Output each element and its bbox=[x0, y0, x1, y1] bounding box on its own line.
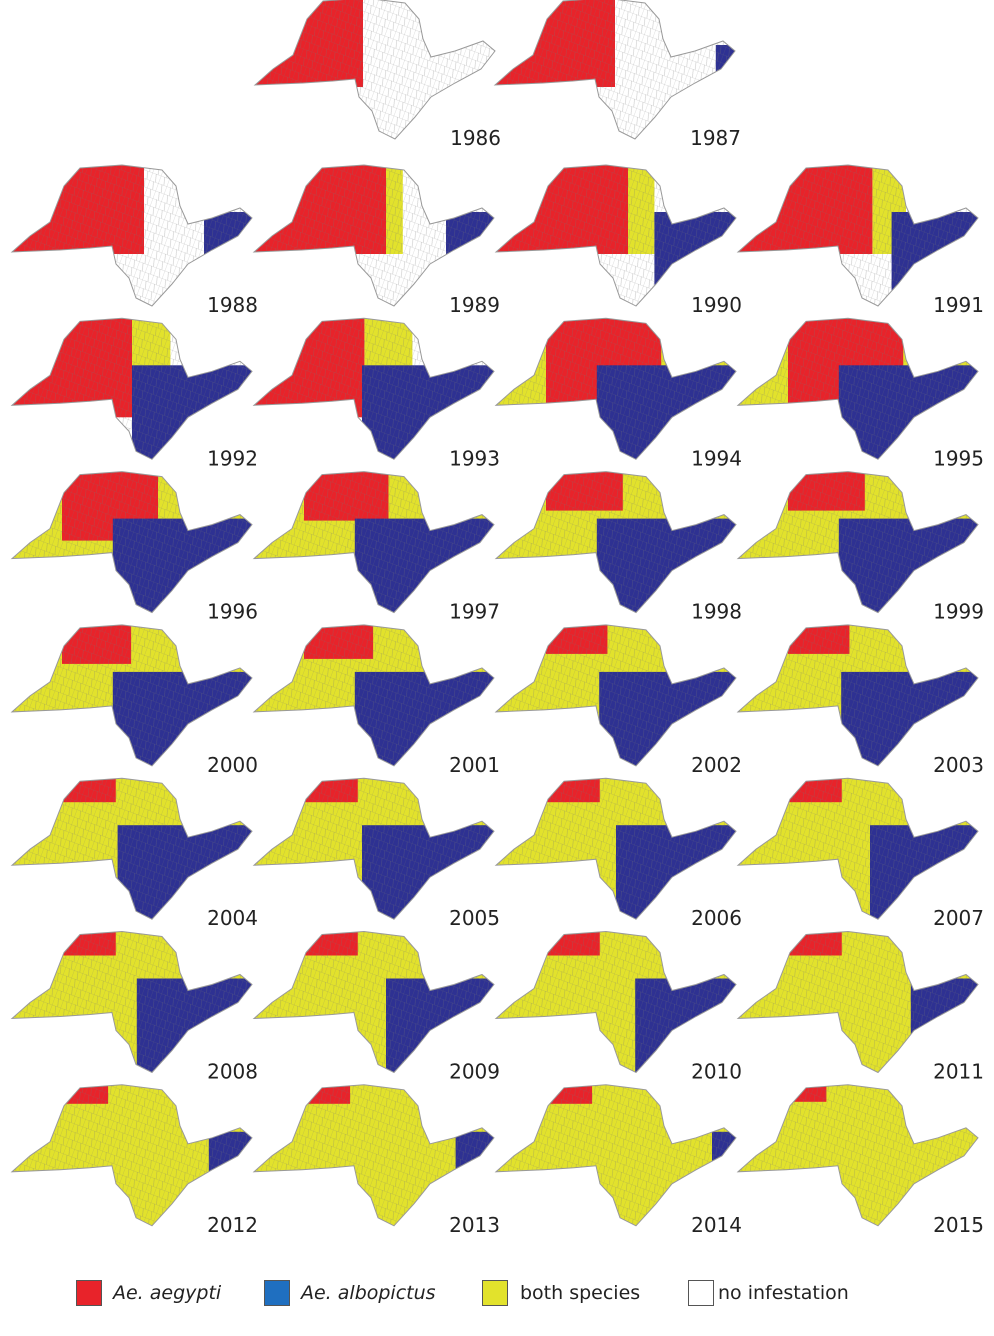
year-label: 2002 bbox=[691, 753, 742, 777]
year-label: 2012 bbox=[207, 1213, 258, 1237]
year-label: 2015 bbox=[933, 1213, 984, 1237]
year-label: 1999 bbox=[933, 600, 984, 624]
legend-swatch bbox=[482, 1280, 508, 1306]
year-label: 2003 bbox=[933, 753, 984, 777]
legend-swatch bbox=[264, 1280, 290, 1306]
legend-swatch bbox=[76, 1280, 102, 1306]
map-fill bbox=[738, 318, 978, 460]
map-fill bbox=[738, 624, 978, 766]
legend-label: Ae. aegypti bbox=[113, 1282, 222, 1304]
state-map bbox=[737, 777, 979, 920]
year-label: 2011 bbox=[933, 1060, 984, 1084]
state-map bbox=[737, 317, 979, 460]
year-label: 1992 bbox=[207, 446, 258, 470]
year-label: 2004 bbox=[207, 906, 258, 930]
map-grid: 1986 1987 1988 1989 1990 1991 1992 1993 1994 1995… bbox=[11, 0, 984, 1237]
map-fill bbox=[495, 0, 735, 139]
year-label: 1995 bbox=[933, 446, 984, 470]
year-label: 2009 bbox=[449, 1060, 500, 1084]
year-label: 1988 bbox=[207, 293, 258, 317]
year-label: 1986 bbox=[450, 126, 501, 150]
map-fill bbox=[738, 778, 978, 920]
year-label: 1994 bbox=[691, 446, 742, 470]
year-label: 2000 bbox=[207, 753, 258, 777]
year-label: 1997 bbox=[449, 600, 500, 624]
legend-swatch bbox=[688, 1280, 714, 1306]
state-map bbox=[494, 0, 736, 140]
legend-label: no infestation bbox=[718, 1282, 849, 1304]
state-map bbox=[254, 0, 496, 140]
map-fill bbox=[738, 931, 978, 1073]
year-label: 2010 bbox=[691, 1060, 742, 1084]
state-map bbox=[737, 164, 979, 307]
year-label: 2013 bbox=[449, 1213, 500, 1237]
albopictus-area bbox=[715, 45, 735, 139]
state-map bbox=[737, 624, 979, 767]
year-label: 2014 bbox=[691, 1213, 742, 1237]
year-label: 1991 bbox=[933, 293, 984, 317]
year-label: 2006 bbox=[691, 906, 742, 930]
year-label: 2005 bbox=[449, 906, 500, 930]
map-fill bbox=[738, 471, 978, 613]
year-label: 1990 bbox=[691, 293, 742, 317]
year-label: 2007 bbox=[933, 906, 984, 930]
state-map bbox=[737, 471, 979, 614]
map-fill bbox=[738, 165, 978, 306]
year-label: 1987 bbox=[690, 126, 741, 150]
state-map bbox=[737, 931, 979, 1073]
year-label: 1993 bbox=[449, 446, 500, 470]
year-label: 2008 bbox=[207, 1060, 258, 1084]
legend-label: Ae. albopictus bbox=[301, 1282, 436, 1304]
legend-label: both species bbox=[520, 1282, 641, 1304]
state-map bbox=[737, 1084, 979, 1227]
year-label: 1998 bbox=[691, 600, 742, 624]
year-label: 2001 bbox=[449, 753, 500, 777]
year-label: 1996 bbox=[207, 600, 258, 624]
legend: Ae. aegypti Ae. albopictus both species … bbox=[0, 1280, 994, 1310]
year-label: 1989 bbox=[449, 293, 500, 317]
